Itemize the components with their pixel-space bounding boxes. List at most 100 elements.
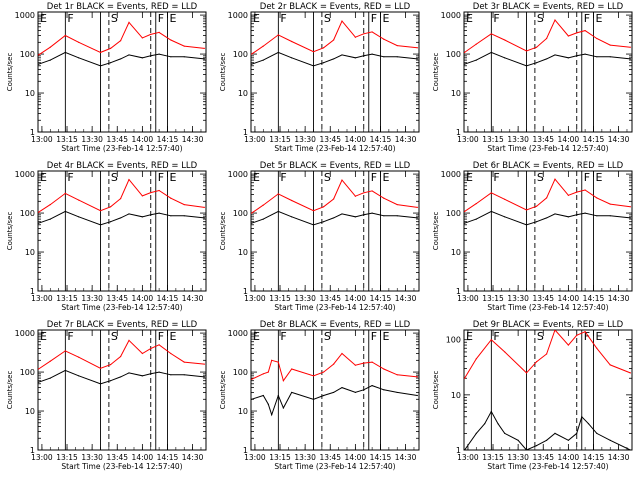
- data-point: [333, 217, 335, 219]
- x-tick-label: 13:15: [269, 294, 291, 303]
- data-point: [396, 56, 398, 58]
- panel-title: Det 5r BLACK = Events, RED = LLD: [260, 161, 411, 171]
- data-point: [554, 19, 556, 21]
- series-line-lld: [38, 178, 205, 213]
- data-point: [38, 222, 40, 224]
- data-point: [312, 375, 315, 377]
- marker-label: S: [537, 330, 544, 343]
- data-point: [109, 221, 112, 223]
- marker-label: S: [324, 12, 331, 25]
- data-point: [312, 398, 315, 400]
- data-point: [546, 58, 548, 60]
- marker-label: E: [253, 330, 260, 343]
- data-point: [150, 347, 152, 350]
- data-point: [262, 45, 264, 47]
- x-tick-label: 14:00: [345, 294, 367, 303]
- data-point: [546, 197, 548, 199]
- data-point: [383, 197, 385, 199]
- x-tick-label: 13:45: [319, 135, 341, 144]
- marker-label: F: [67, 171, 73, 184]
- data-point: [170, 352, 172, 355]
- data-point: [322, 371, 325, 373]
- marker-label: F: [371, 12, 377, 25]
- data-point: [277, 51, 279, 54]
- data-point: [158, 212, 160, 214]
- y-tick-label: 1000: [15, 170, 35, 179]
- data-point: [120, 355, 122, 358]
- data-point: [141, 195, 143, 197]
- data-point: [262, 204, 264, 206]
- x-tick-label: 13:45: [319, 294, 341, 303]
- y-tick-label: 1: [30, 287, 35, 296]
- data-point: [567, 194, 569, 196]
- data-point: [464, 377, 466, 379]
- marker-label: F: [493, 330, 499, 343]
- data-point: [203, 363, 205, 365]
- data-point: [78, 57, 80, 59]
- series-line-events: [251, 385, 418, 417]
- marker-label: E: [466, 330, 473, 343]
- x-tick-label: 14:30: [395, 294, 417, 303]
- data-point: [554, 330, 556, 331]
- y-axis-label: Counts/sec: [6, 212, 14, 251]
- marker-label: F: [158, 171, 164, 184]
- data-point: [158, 371, 160, 373]
- x-tick-label: 13:30: [507, 135, 529, 144]
- data-point: [322, 221, 325, 223]
- series-line-lld: [464, 330, 631, 379]
- data-point: [576, 432, 578, 434]
- data-point: [128, 339, 130, 341]
- x-tick-label: 13:45: [532, 453, 554, 462]
- x-tick-label: 14:15: [370, 135, 392, 144]
- data-point: [584, 331, 586, 333]
- data-point: [567, 439, 569, 441]
- marker-label: F: [371, 330, 377, 343]
- data-point: [109, 380, 112, 382]
- data-point: [383, 215, 385, 217]
- data-point: [109, 364, 112, 366]
- data-point: [525, 50, 528, 52]
- data-point: [128, 213, 130, 215]
- data-point: [576, 55, 578, 57]
- x-tick-label: 13:00: [31, 453, 53, 462]
- data-point: [371, 31, 373, 33]
- series-line-events: [38, 210, 205, 226]
- y-tick-label: 1000: [228, 11, 248, 20]
- data-point: [170, 215, 172, 217]
- marker-label: S: [111, 330, 118, 343]
- data-point: [158, 53, 160, 55]
- y-tick-label: 100: [446, 336, 461, 345]
- plot-frame: [37, 329, 207, 451]
- y-axis-label: Counts/sec: [219, 212, 227, 251]
- data-point: [341, 179, 343, 181]
- marker-label: F: [371, 171, 377, 184]
- series-line-events: [464, 210, 631, 226]
- y-tick-label: 10: [25, 407, 35, 416]
- series-line-lld: [464, 19, 631, 53]
- data-point: [535, 62, 538, 64]
- data-point: [567, 344, 569, 346]
- data-point: [396, 391, 398, 394]
- data-point: [267, 403, 269, 405]
- data-point: [596, 347, 598, 349]
- y-tick-label: 10: [25, 248, 35, 257]
- data-point: [291, 391, 293, 394]
- data-point: [49, 46, 51, 48]
- data-point: [183, 203, 185, 206]
- data-point: [251, 398, 253, 400]
- y-axis-label: Counts/sec: [432, 53, 440, 92]
- data-point: [596, 37, 598, 40]
- data-point: [262, 218, 264, 220]
- data-point: [49, 203, 51, 206]
- y-tick-label: 1: [30, 128, 35, 137]
- x-axis-label: Start Time (23-Feb-14 12:57:40): [274, 144, 395, 153]
- marker-label: E: [40, 330, 47, 343]
- x-tick-label: 13:30: [507, 453, 529, 462]
- plot-frame: [37, 170, 207, 292]
- data-point: [629, 217, 631, 219]
- x-tick-label: 13:45: [532, 294, 554, 303]
- data-point: [584, 53, 586, 55]
- data-point: [141, 352, 143, 355]
- x-tick-label: 14:30: [608, 453, 630, 462]
- data-point: [497, 423, 499, 425]
